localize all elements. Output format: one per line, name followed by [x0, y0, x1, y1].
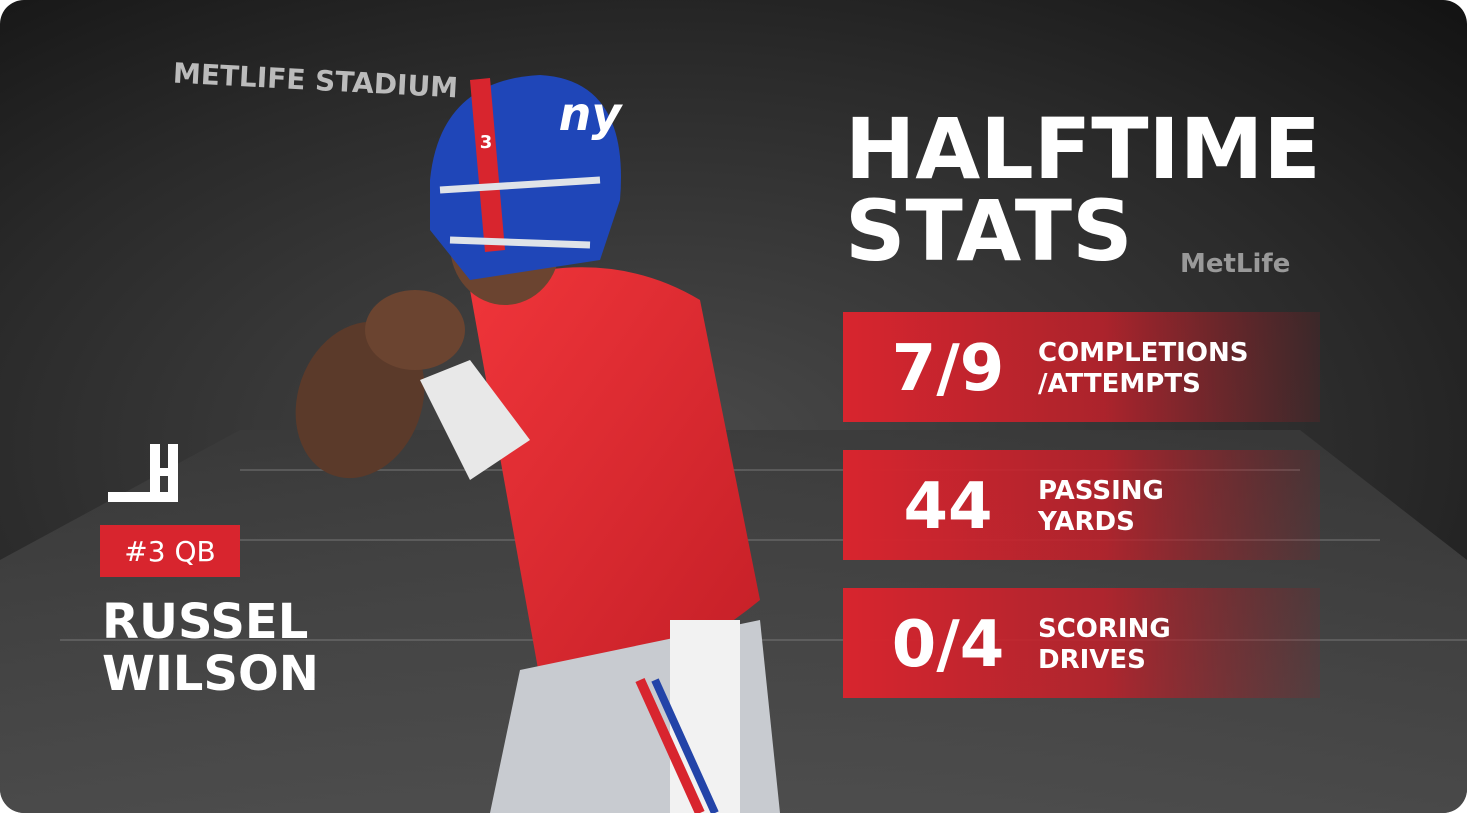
stat-label: DRIVES [1038, 645, 1146, 675]
stat-value: 7/9 [892, 332, 1004, 406]
sponsor-sign: MetLife [1180, 249, 1290, 279]
position-text: #3 QB [124, 535, 215, 568]
stat-label: SCORING [1038, 614, 1171, 644]
position-badge [100, 525, 240, 577]
title: HALFTIME [845, 100, 1321, 198]
helmet-logo: ny [559, 87, 624, 141]
stat-value: 0/4 [892, 608, 1004, 682]
stat-box [843, 312, 1320, 422]
stat-label: PASSING [1038, 476, 1164, 506]
team-logo [108, 444, 178, 502]
stat-box [843, 450, 1320, 560]
player-name: RUSSEL [102, 594, 308, 650]
stat-value: 44 [903, 470, 992, 544]
title: STATS [845, 182, 1133, 280]
stat-label: COMPLETIONS [1038, 338, 1248, 368]
player-figure: ny 3 [295, 75, 780, 813]
stat-box [843, 588, 1320, 698]
stat-label: /ATTEMPTS [1038, 369, 1201, 399]
helmet-number: 3 [480, 132, 493, 153]
stat-label: YARDS [1037, 507, 1135, 537]
player-name: WILSON [102, 646, 319, 702]
